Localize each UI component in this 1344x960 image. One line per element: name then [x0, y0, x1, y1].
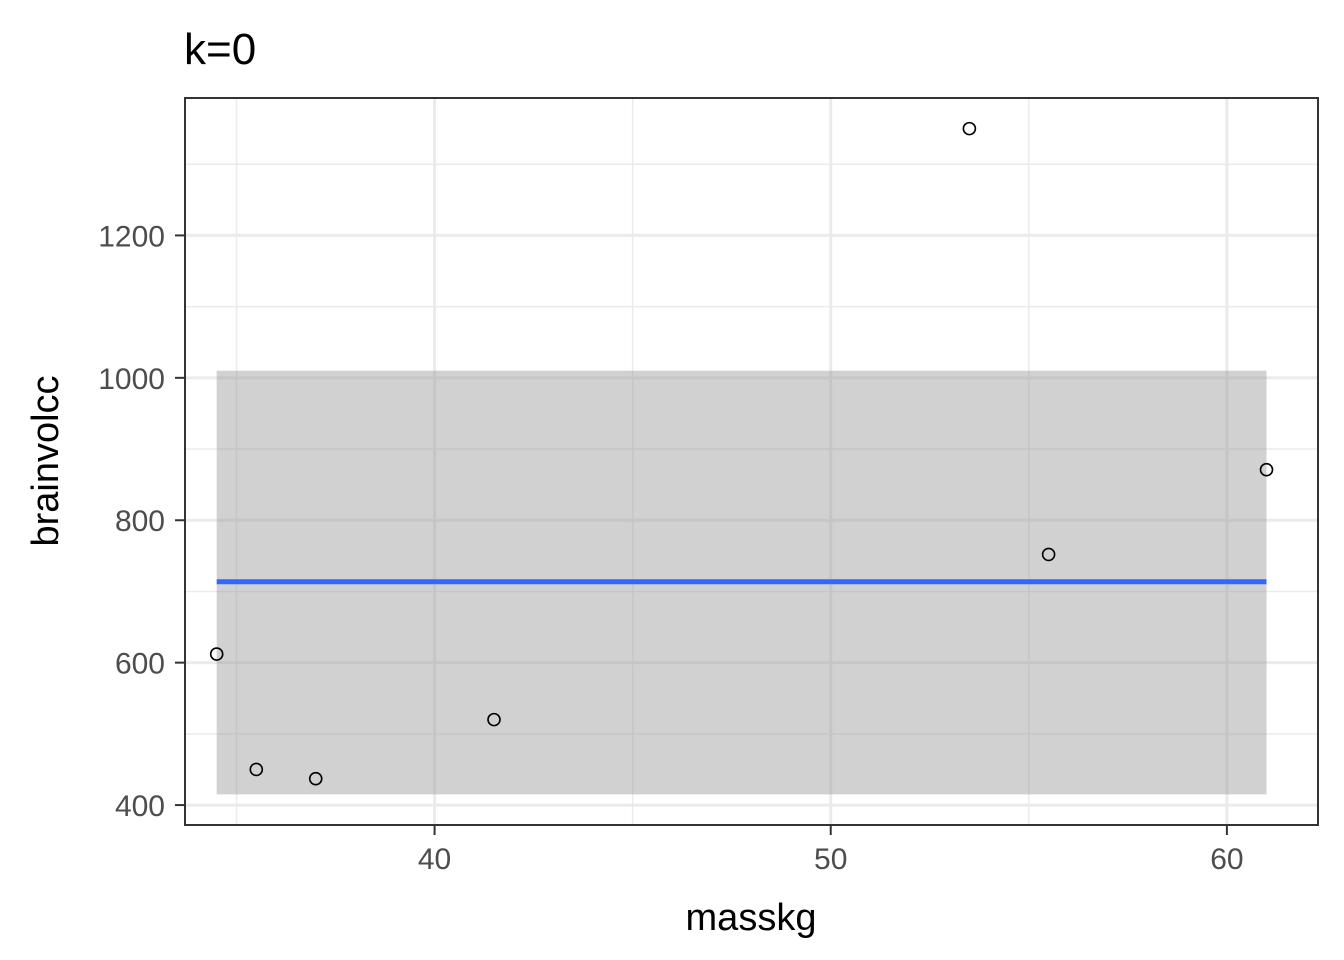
y-axis-title: brainvolcc [25, 375, 67, 546]
data-point [487, 712, 501, 727]
y-tick-label: 800 [115, 505, 165, 538]
y-tick-label: 400 [115, 790, 165, 823]
chart-title: k=0 [184, 25, 256, 74]
y-tick-label: 1200 [98, 220, 165, 253]
data-point [209, 647, 224, 661]
x-tick-label: 60 [1210, 843, 1243, 876]
data-point [1041, 547, 1056, 562]
x-axis-title: masskg [686, 897, 817, 939]
data-point [1259, 462, 1274, 477]
major-gridlines [185, 98, 1318, 825]
x-axis-ticks: 40 50 60 [418, 825, 1244, 876]
minor-gridlines [185, 98, 1318, 825]
y-tick-label: 600 [115, 648, 165, 681]
y-axis-ticks: 400 600 800 1000 1200 [98, 220, 185, 823]
panel-border [184, 97, 1319, 826]
points-layer [209, 121, 1274, 786]
x-tick-label: 50 [814, 843, 847, 876]
data-point [249, 762, 264, 777]
data-point [308, 771, 323, 786]
data-point [962, 121, 977, 136]
x-tick-label: 40 [418, 843, 451, 876]
y-tick-label: 1000 [98, 363, 165, 396]
